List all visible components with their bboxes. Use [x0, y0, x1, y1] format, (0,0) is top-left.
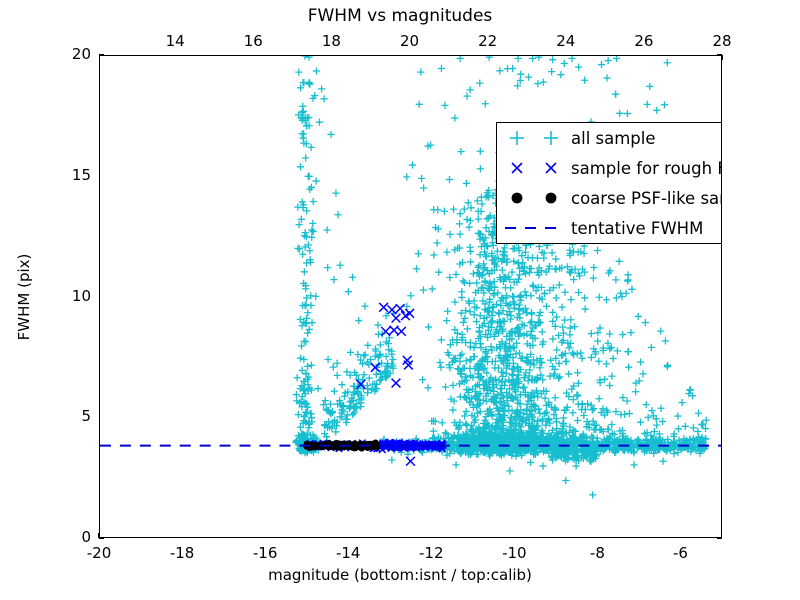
legend-item-coarse-psf-like-sample: coarse PSF-like sample — [497, 183, 721, 213]
y-tick-label: 10 — [71, 286, 91, 305]
plus-icon — [510, 131, 524, 145]
legend-label: coarse PSF-like sample — [571, 188, 721, 208]
tick-mark — [99, 54, 104, 56]
x-tick-label: -16 — [252, 544, 278, 562]
x-axis-title: magnitude (bottom:isnt / top:calib) — [268, 566, 532, 584]
top-x-tick-label: 28 — [712, 32, 732, 50]
legend-marker-plus-icon — [497, 123, 571, 153]
legend-item-sample-for-rough-fwhm: sample for rough FWHM — [497, 153, 721, 183]
series-all-sample — [292, 56, 710, 499]
y-axis-title: FWHM (pix) — [15, 253, 33, 341]
x-tick-label: -20 — [86, 544, 112, 562]
top-x-tick-label: 20 — [399, 32, 420, 50]
legend: all sample sample for rough FWHM coarse … — [496, 122, 721, 244]
y-tick-label: 0 — [81, 528, 91, 546]
legend-item-all-sample: all sample — [497, 123, 721, 153]
legend-item-tentative-fwhm: tentative FWHM — [497, 213, 721, 243]
circle-icon — [511, 192, 523, 204]
legend-marker-circle-icon — [497, 183, 571, 213]
legend-marker-cross-icon — [497, 153, 571, 183]
legend-label: tentative FWHM — [571, 218, 704, 238]
legend-marker-dashed-line-icon — [497, 213, 571, 243]
top-x-tick-label: 24 — [556, 32, 576, 50]
top-x-tick-label: 22 — [478, 32, 498, 50]
x-tick-label: -14 — [335, 544, 361, 562]
page-title: FWHM vs magnitudes — [307, 6, 493, 26]
legend-label: all sample — [571, 128, 656, 148]
plot-area: all sample sample for rough FWHM coarse … — [99, 55, 722, 538]
tick-mark — [98, 533, 100, 538]
legend-label: sample for rough FWHM — [571, 158, 721, 178]
y-tick-label: 5 — [81, 407, 91, 426]
x-tick-label: -6 — [672, 544, 688, 562]
cross-icon — [545, 162, 557, 174]
top-x-tick-label: 18 — [321, 32, 341, 50]
scatter-plot-svg — [100, 56, 721, 499]
top-x-tick-label: 26 — [634, 32, 654, 50]
top-x-tick-label: 14 — [165, 32, 185, 50]
top-x-tick-label: 16 — [243, 32, 263, 50]
tick-mark — [717, 54, 722, 56]
x-tick-label: -18 — [169, 544, 195, 562]
y-tick-label: 15 — [71, 165, 91, 184]
x-tick-label: -12 — [419, 544, 444, 562]
x-tick-label: -8 — [589, 544, 605, 562]
circle-icon — [545, 192, 557, 204]
y-tick-label: 20 — [71, 45, 91, 63]
cross-icon — [511, 162, 523, 174]
plus-icon — [544, 131, 558, 145]
x-tick-label: -10 — [502, 544, 527, 562]
dashed-line-icon — [505, 227, 563, 229]
